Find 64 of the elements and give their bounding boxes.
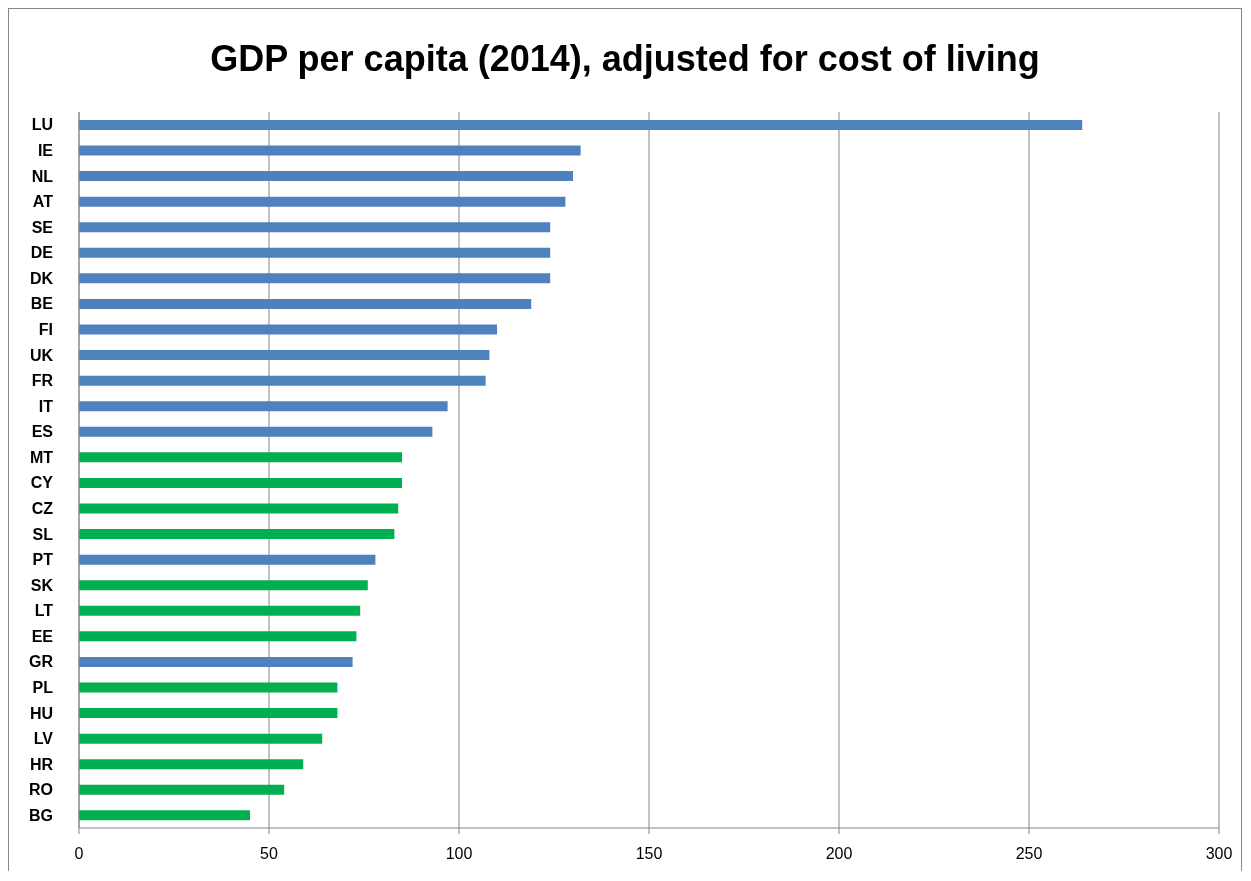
y-tick-label: LV	[33, 730, 54, 748]
y-tick-label: FI	[38, 321, 53, 339]
bar	[79, 477, 402, 488]
y-tick-label: BG	[29, 806, 53, 824]
y-tick-label: SL	[32, 525, 54, 543]
bar	[79, 452, 402, 463]
y-tick-label: ES	[31, 423, 54, 441]
bar	[79, 375, 486, 386]
bar	[79, 631, 357, 642]
y-tick-label: HR	[29, 755, 54, 773]
y-tick-label: IT	[38, 397, 54, 415]
bar	[79, 145, 581, 156]
y-tick-label: MT	[29, 448, 54, 466]
y-tick-label: SK	[30, 576, 54, 594]
bar	[79, 171, 573, 182]
y-tick-label: AT	[32, 193, 54, 211]
bar	[79, 401, 448, 412]
bar	[79, 733, 323, 744]
bar	[79, 503, 399, 514]
y-tick-label: LU	[31, 116, 53, 134]
bar	[79, 784, 285, 795]
bar	[79, 759, 304, 770]
x-tick-label: 100	[445, 845, 473, 863]
bar	[79, 708, 338, 719]
bar	[79, 247, 551, 258]
y-tick-label: NL	[31, 167, 54, 185]
y-tick-label: IE	[37, 142, 54, 160]
y-tick-label: UK	[29, 346, 54, 364]
bar	[79, 529, 395, 540]
bar	[79, 119, 1083, 130]
y-tick-label: BE	[30, 295, 54, 313]
y-tick-label: PL	[32, 679, 54, 697]
y-tick-label: LT	[34, 602, 54, 620]
chart-title: GDP per capita (2014), adjusted for cost of living	[209, 38, 1041, 80]
bar	[79, 656, 353, 667]
y-tick-label: DE	[30, 244, 54, 262]
bar	[79, 273, 551, 284]
bar	[79, 196, 566, 207]
y-tick-label: GR	[29, 653, 54, 671]
y-tick-label: HU	[29, 704, 53, 722]
x-tick-label: 150	[635, 845, 663, 863]
x-tick-label: 200	[825, 845, 853, 863]
x-tick-label: 0	[74, 845, 84, 863]
x-tick-label: 250	[1015, 845, 1043, 863]
y-tick-label: RO	[29, 781, 53, 799]
x-tick-label: 300	[1205, 845, 1233, 863]
y-tick-label: EE	[31, 627, 54, 645]
bar	[79, 605, 361, 616]
y-tick-label: SE	[31, 218, 54, 236]
bar	[79, 350, 490, 361]
bar	[79, 426, 433, 437]
bar	[79, 554, 376, 565]
bar	[79, 298, 532, 309]
bar	[79, 324, 497, 335]
y-tick-label: CY	[30, 474, 54, 492]
x-tick-label: 50	[260, 845, 278, 863]
bar	[79, 810, 250, 821]
y-tick-label: DK	[29, 269, 54, 287]
bar	[79, 222, 551, 233]
y-tick-label: CZ	[31, 500, 54, 518]
y-tick-label: PT	[32, 551, 54, 569]
bar	[79, 580, 368, 591]
y-tick-label: FR	[31, 372, 54, 390]
bar	[79, 682, 338, 693]
